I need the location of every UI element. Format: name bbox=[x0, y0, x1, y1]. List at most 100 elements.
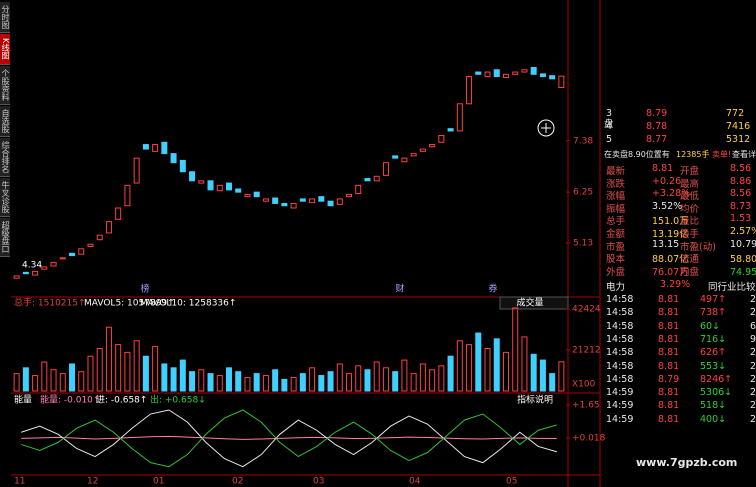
stat-cell: 量比 bbox=[680, 216, 700, 228]
candle bbox=[281, 202, 288, 207]
stat-cell: 振幅 bbox=[606, 203, 626, 215]
candle bbox=[105, 221, 112, 234]
candle bbox=[484, 71, 491, 78]
candle bbox=[419, 148, 426, 152]
tick-cell: 2 bbox=[750, 360, 756, 372]
candle bbox=[179, 159, 186, 173]
stat-row: 振幅 3.52% 均价 8.73 bbox=[604, 201, 756, 215]
tick-cell: 14:58 bbox=[606, 373, 634, 385]
tick-cell: 8.81 bbox=[658, 347, 680, 359]
tick-cell: 8.81 bbox=[658, 413, 680, 425]
candle bbox=[133, 157, 140, 184]
candle bbox=[189, 171, 196, 182]
candle bbox=[382, 162, 389, 176]
crosshair-button[interactable] bbox=[537, 119, 555, 137]
candle bbox=[558, 75, 565, 88]
sidebar-tab[interactable]: 牛叉诊股 bbox=[0, 178, 10, 217]
x-tick-label: 02 bbox=[232, 477, 243, 487]
alert-text[interactable]: 查看详细 bbox=[732, 150, 756, 159]
candle bbox=[96, 234, 103, 241]
x-tick-label: 01 bbox=[153, 477, 164, 487]
tick-row: 14:59 8.81 400↓ 2 bbox=[604, 414, 756, 427]
industry-row: 电力 3.29% 同行业比较 bbox=[604, 279, 756, 293]
order-cell: 8.79 bbox=[646, 108, 668, 119]
volume-bar bbox=[419, 363, 426, 392]
x-tick-label: 04 bbox=[409, 477, 421, 487]
stat-cell: +3.28% bbox=[652, 188, 691, 200]
candle bbox=[521, 69, 528, 73]
volume-header: 总手: 1510215↑ bbox=[14, 297, 86, 309]
candle bbox=[142, 144, 149, 150]
order-cell: 5312 bbox=[726, 134, 751, 145]
tick-cell: 2 bbox=[750, 400, 756, 412]
order-row: 4 8.78 7416 bbox=[604, 121, 756, 134]
tick-cell: 14:58 bbox=[606, 320, 634, 332]
candle bbox=[466, 76, 473, 105]
volume-selector[interactable]: 成交量 bbox=[516, 297, 543, 309]
order-cell: 8.78 bbox=[646, 121, 668, 132]
indicator-line bbox=[21, 409, 557, 468]
sidebar-tab[interactable]: 超级盘口 bbox=[0, 218, 10, 257]
candle bbox=[512, 71, 519, 75]
tick-cell: 8246↑ bbox=[700, 373, 733, 385]
industry-cell[interactable]: 同行业比较 bbox=[708, 282, 756, 293]
tick-row: 14:58 8.81 497↑ 2 bbox=[604, 294, 756, 307]
tick-row: 14:58 8.81 553↓ 2 bbox=[604, 361, 756, 374]
candle bbox=[272, 197, 279, 204]
stat-cell: 1.53 bbox=[730, 213, 752, 225]
tick-cell: 5306↓ bbox=[700, 387, 733, 399]
tick-row: 14:59 8.81 518↓ 2 bbox=[604, 400, 756, 413]
indicator-help[interactable]: 指标说明 bbox=[517, 394, 553, 406]
volume-bar bbox=[382, 367, 389, 392]
volume-bar bbox=[207, 373, 214, 392]
stat-cell: 2.57% bbox=[730, 226, 756, 237]
event-marker: 券 bbox=[488, 283, 497, 295]
volume-bar bbox=[115, 344, 122, 392]
sidebar-tab[interactable]: 综合排名 bbox=[0, 138, 10, 177]
tick-cell: 2 bbox=[750, 307, 756, 319]
volume-bar bbox=[429, 369, 436, 392]
candle bbox=[373, 175, 380, 182]
tick-cell: 518↓ bbox=[700, 400, 727, 412]
candle bbox=[170, 153, 177, 164]
volume-bar bbox=[244, 376, 251, 392]
price-tick-label: 6.25 bbox=[573, 188, 593, 198]
tick-cell: 14:58 bbox=[606, 307, 634, 319]
x-tick-label: 12 bbox=[87, 477, 98, 487]
event-marker: 榜 bbox=[140, 283, 149, 295]
volume-bar bbox=[189, 371, 196, 392]
volume-bar bbox=[558, 361, 565, 392]
candle bbox=[262, 198, 269, 202]
stat-cell: 涨跌 bbox=[606, 178, 626, 190]
volume-bar bbox=[262, 375, 269, 392]
volume-bar bbox=[152, 346, 159, 392]
sidebar-tab[interactable]: 分时图 bbox=[0, 2, 10, 33]
price-tick-label: 7.38 bbox=[573, 136, 593, 146]
volume-unit: X100 bbox=[572, 380, 596, 390]
volume-bar bbox=[105, 326, 112, 392]
indicator-header: 进: -0.658↑ bbox=[96, 395, 147, 406]
stat-cell: 8.86 bbox=[730, 175, 752, 187]
volume-bar bbox=[309, 367, 316, 392]
tick-cell: 14:58 bbox=[606, 333, 634, 345]
volume-bar bbox=[142, 355, 149, 392]
candle bbox=[235, 188, 242, 193]
volume-bar bbox=[50, 369, 57, 392]
tick-cell: 2 bbox=[750, 347, 756, 359]
stat-cell: 总手 bbox=[606, 216, 626, 228]
tick-cell: 626↑ bbox=[700, 347, 727, 359]
sidebar-tab[interactable]: 个股资料 bbox=[0, 66, 10, 105]
low-price-label: 4.34 bbox=[22, 261, 42, 271]
volume-bar bbox=[512, 307, 519, 392]
candle bbox=[78, 248, 85, 255]
candle bbox=[59, 257, 66, 260]
sidebar-tab[interactable]: K线图 bbox=[0, 34, 10, 65]
volume-bar bbox=[364, 369, 371, 392]
indicator-header: 能量 bbox=[14, 394, 32, 406]
selector-box bbox=[499, 296, 569, 310]
tick-cell: 8.81 bbox=[658, 320, 680, 332]
candle bbox=[410, 153, 417, 157]
indicator-tick-label: +0.018 bbox=[572, 433, 606, 443]
sidebar-tab[interactable]: 自选股 bbox=[0, 106, 10, 137]
